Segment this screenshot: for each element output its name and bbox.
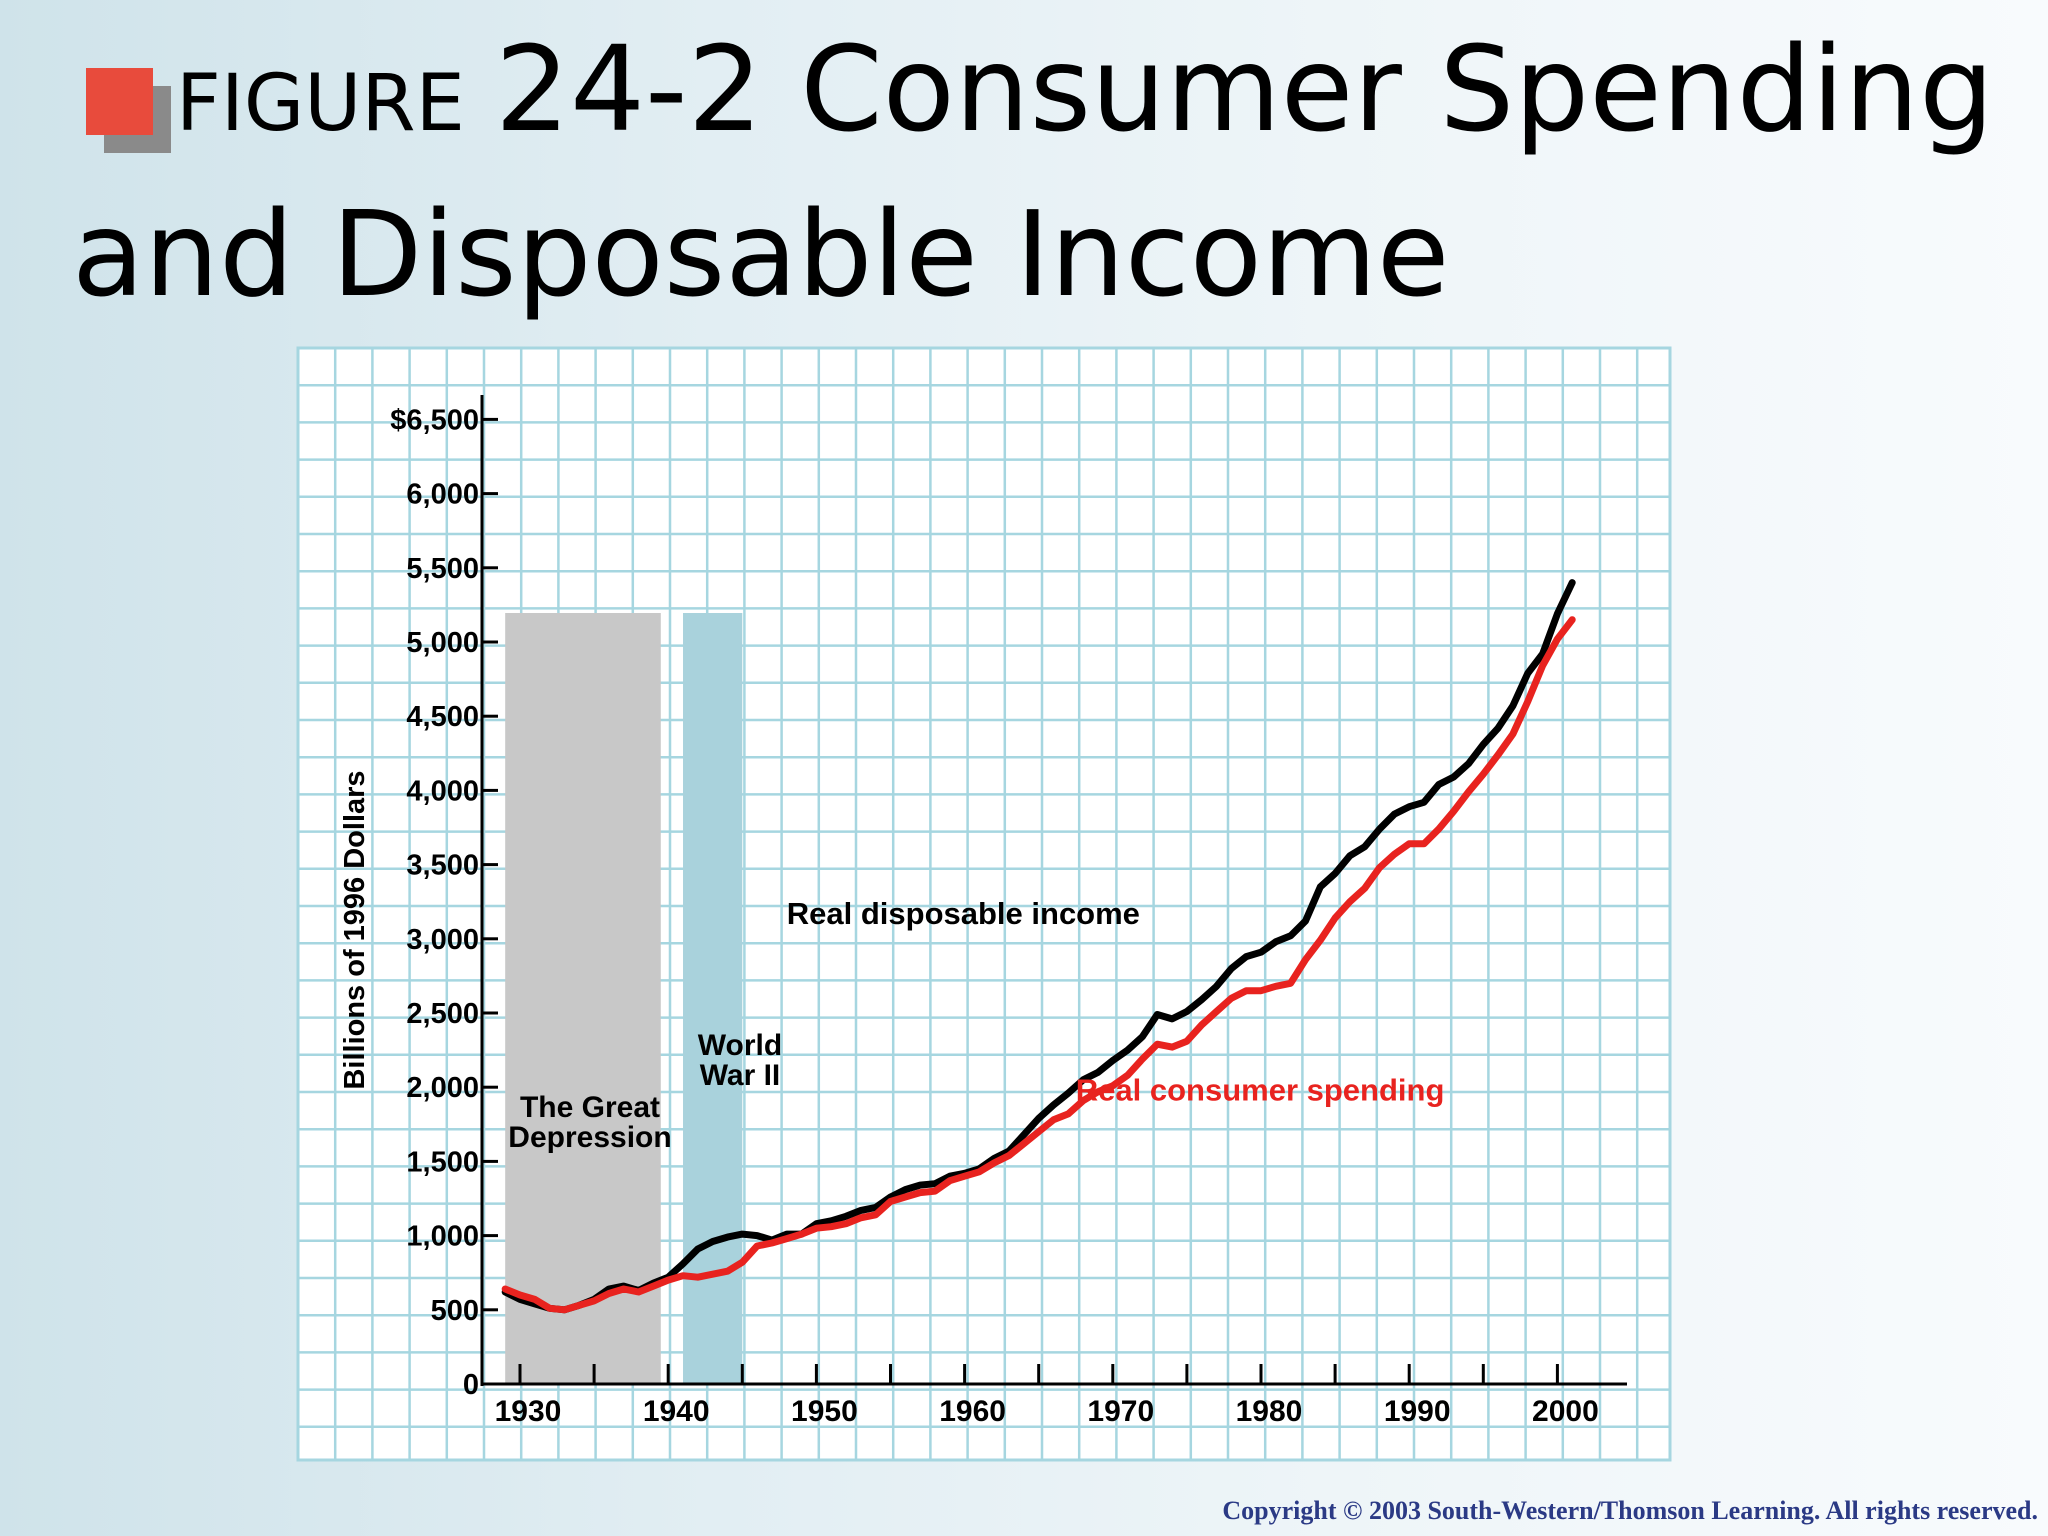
y-tick-label: 5,500 bbox=[406, 553, 479, 585]
x-tick-label: 2000 bbox=[1532, 1395, 1599, 1428]
copyright-notice: Copyright © 2003 South-Western/Thomson L… bbox=[1222, 1496, 2038, 1525]
great-depression-label: The Great bbox=[520, 1091, 660, 1124]
y-tick-label: 5,000 bbox=[406, 627, 479, 659]
series-lines bbox=[501, 579, 1576, 1314]
title-line-2: and Disposable Income bbox=[72, 185, 1450, 323]
y-tick-label: 1,000 bbox=[406, 1221, 479, 1253]
x-tick-label: 1980 bbox=[1236, 1395, 1303, 1428]
x-tick-label: 1960 bbox=[939, 1395, 1006, 1428]
slide-title: FIGURE 24-2 Consumer Spending and Disposa… bbox=[72, 14, 2032, 329]
great-depression-band bbox=[505, 613, 661, 1384]
x-tick-label: 1940 bbox=[643, 1395, 710, 1428]
y-tick-label: 4,000 bbox=[406, 775, 479, 807]
x-tick-label: 1950 bbox=[791, 1395, 858, 1428]
y-tick-label: 2,500 bbox=[406, 998, 479, 1030]
title-prefix: FIGURE bbox=[176, 59, 465, 149]
y-tick-label: 6,000 bbox=[406, 479, 479, 511]
shaded-periods bbox=[505, 613, 743, 1384]
y-tick-label: $6,500 bbox=[390, 404, 479, 436]
y-tick-label: 3,500 bbox=[406, 850, 479, 882]
x-tick-label: 1930 bbox=[495, 1395, 562, 1428]
x-tick-label: 1990 bbox=[1384, 1395, 1451, 1428]
title-main: 24-2 Consumer Spending bbox=[494, 20, 1994, 158]
y-tick-label: 2,000 bbox=[406, 1072, 479, 1104]
y-tick-label: 1,500 bbox=[406, 1146, 479, 1178]
real-consumer-spending-line bbox=[501, 616, 1576, 1314]
world-war-ii-label: War II bbox=[700, 1059, 781, 1092]
y-tick-label: 3,000 bbox=[406, 924, 479, 956]
world-war-ii-label: World bbox=[698, 1029, 782, 1062]
real-disposable-income-line bbox=[501, 579, 1576, 1314]
title-bullet-square bbox=[86, 68, 153, 135]
axes: 0 500 1,000 1,500 2,000 2,500 3,000 3,500 4,000 4… bbox=[339, 395, 1627, 1428]
y-tick-label: 4,500 bbox=[406, 701, 479, 733]
y-axis-label: Billions of 1996 Dollars bbox=[339, 770, 371, 1089]
disposable-income-annotation: Real disposable income bbox=[787, 896, 1140, 931]
great-depression-label: Depression bbox=[508, 1121, 671, 1154]
consumer-spending-annotation: Real consumer spending bbox=[1076, 1073, 1445, 1108]
y-tick-label: 0 bbox=[463, 1369, 479, 1401]
y-tick-label: 500 bbox=[431, 1295, 479, 1327]
x-tick-label: 1970 bbox=[1087, 1395, 1154, 1428]
